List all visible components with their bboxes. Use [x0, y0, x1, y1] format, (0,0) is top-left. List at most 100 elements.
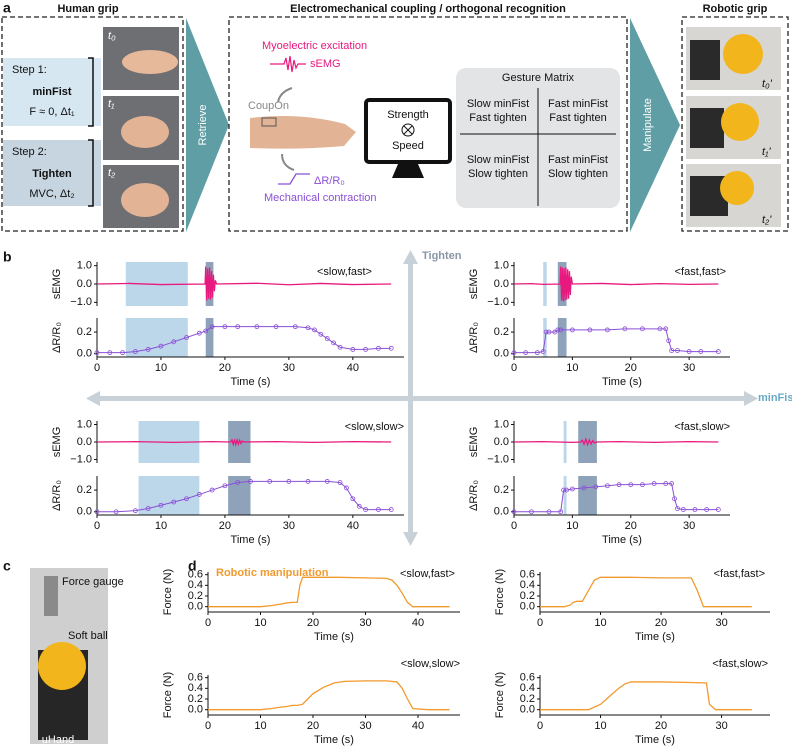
y-tick-label: 0.0	[494, 348, 509, 360]
matrix-cell: Fast tighten	[549, 112, 606, 124]
data-point	[337, 480, 343, 485]
y-tick-label: 0.6	[520, 672, 535, 684]
data-point	[305, 325, 311, 331]
highlight-span	[125, 318, 188, 357]
step-label: Step 1:	[12, 64, 47, 76]
x-tick-label: 0	[537, 617, 543, 629]
data-point	[209, 324, 215, 330]
y-tick-label: 0.0	[188, 601, 203, 613]
step-label: Step 2:	[12, 146, 47, 158]
data-point	[640, 326, 645, 332]
matrix-cell: Fast minFist	[548, 154, 608, 166]
y-axis-label: ΔR/R₀	[51, 480, 63, 511]
data-point	[669, 348, 675, 353]
y-tick-label: 0.2	[494, 484, 509, 496]
panel-label: b	[3, 249, 12, 265]
quadrant-axes	[86, 250, 758, 546]
data-point	[511, 350, 517, 356]
y-tick-label: 0.4	[188, 682, 203, 694]
photo-label: Soft ball	[68, 630, 108, 642]
x-tick-label: 30	[283, 362, 295, 374]
arrow	[277, 87, 293, 103]
data-point	[94, 350, 100, 356]
data-point	[107, 350, 113, 356]
data-point	[534, 350, 540, 356]
chart-title: <slow,slow>	[401, 658, 460, 670]
y-tick-label: −1.0	[487, 296, 509, 308]
data-point	[540, 349, 546, 354]
signal-label: Myoelectric excitation	[262, 40, 367, 52]
data-point	[292, 324, 298, 330]
data-point	[675, 506, 680, 511]
data-point	[184, 335, 189, 340]
data-point	[350, 496, 356, 502]
data-line	[514, 328, 719, 354]
data-point	[350, 347, 356, 352]
signal-label: Mechanical contraction	[264, 192, 377, 204]
x-axis-label: Time (s)	[314, 631, 354, 643]
x-tick-label: 10	[594, 720, 606, 732]
data-line	[513, 437, 719, 447]
x-tick-label: 40	[347, 520, 359, 532]
x-tick-label: 20	[307, 617, 319, 629]
y-tick-label: 0.0	[520, 704, 535, 716]
step-gesture: Tighten	[32, 168, 72, 180]
data-point	[363, 507, 369, 512]
x-tick-label: 20	[655, 617, 667, 629]
section-title: Electromechanical coupling / orthogonal …	[290, 3, 566, 15]
y-tick-label: 0.2	[77, 484, 92, 496]
highlight-span	[205, 318, 214, 357]
arrow	[630, 18, 680, 232]
section-title: Human grip	[57, 3, 118, 15]
photo-label: t₂	[108, 167, 116, 179]
x-tick-label: 10	[155, 362, 167, 374]
data-point	[120, 350, 125, 356]
highlight-span	[138, 476, 200, 515]
data-point	[628, 482, 634, 488]
data-point	[196, 330, 202, 336]
data-point	[558, 327, 564, 333]
signal-label: ΔR/R₀	[314, 175, 345, 187]
y-axis-label: sEMG	[468, 427, 480, 458]
x-axis-label: Time (s)	[314, 734, 354, 746]
x-tick-label: 20	[655, 720, 667, 732]
matrix-lines	[460, 88, 616, 206]
x-tick-label: 30	[283, 520, 295, 532]
panel-label: a	[3, 0, 11, 16]
data-point	[222, 324, 228, 330]
data-point	[209, 487, 215, 493]
data-point	[640, 482, 645, 488]
x-axis-label: Time (s)	[602, 534, 642, 546]
data-point	[564, 487, 569, 493]
x-tick-label: 10	[155, 520, 167, 532]
matrix-cell: Slow minFist	[467, 154, 529, 166]
x-tick-label: 0	[94, 362, 100, 374]
data-point	[669, 481, 675, 486]
y-tick-label: 0.6	[520, 569, 535, 581]
step-box	[3, 140, 101, 206]
photo-label: Force gauge	[62, 576, 124, 588]
data-point	[248, 479, 253, 484]
y-tick-label: 0.4	[520, 579, 535, 591]
arrow-label: Retrieve	[197, 105, 209, 146]
data-point	[561, 487, 567, 493]
photo-label: t₁'	[762, 146, 772, 158]
x-tick-label: 30	[359, 617, 371, 629]
y-tick-label: 1.0	[494, 418, 509, 430]
data-point	[235, 324, 241, 330]
data-point	[305, 479, 311, 484]
y-axis-label: sEMG	[51, 269, 63, 300]
x-tick-label: 20	[625, 520, 637, 532]
y-tick-label: 1.0	[77, 418, 92, 430]
arrow-label: Manipulate	[642, 98, 654, 152]
monitor-text: Speed	[392, 140, 424, 152]
matrix-cell: Slow minFist	[467, 98, 529, 110]
data-line	[96, 266, 392, 301]
section-title: Robotic grip	[703, 3, 768, 15]
x-tick-label: 0	[205, 720, 211, 732]
y-tick-label: −1.0	[70, 296, 92, 308]
data-point	[318, 331, 324, 337]
sensor	[261, 117, 277, 127]
photo-label: t₂'	[762, 214, 772, 226]
data-point	[622, 326, 628, 332]
